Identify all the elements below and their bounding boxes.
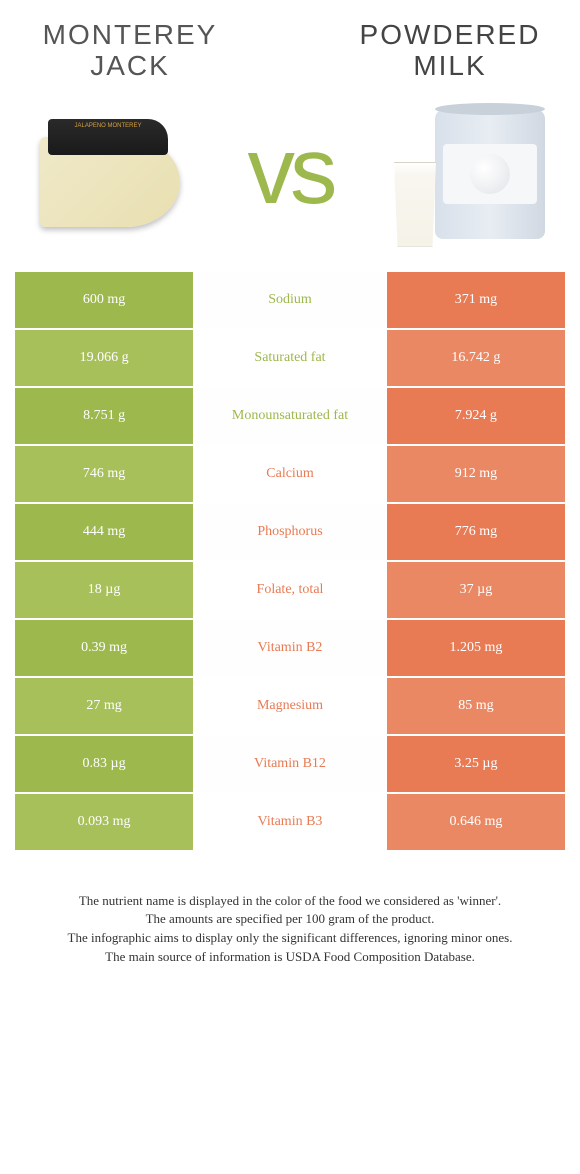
footer-line: The main source of information is USDA F… xyxy=(30,948,550,967)
nutrient-value-left: 18 µg xyxy=(15,562,193,618)
nutrient-value-right: 3.25 µg xyxy=(387,736,565,792)
nutrient-value-left: 0.093 mg xyxy=(15,794,193,850)
food-image-left: JALAPENO MONTEREY xyxy=(35,92,195,252)
nutrient-value-right: 0.646 mg xyxy=(387,794,565,850)
images-row: JALAPENO MONTEREY vs xyxy=(10,82,570,272)
nutrient-row: 8.751 gMonounsaturated fat7.924 g xyxy=(15,388,565,444)
nutrient-value-left: 8.751 g xyxy=(15,388,193,444)
cheese-icon: JALAPENO MONTEREY xyxy=(40,117,190,227)
nutrient-value-right: 37 µg xyxy=(387,562,565,618)
nutrient-value-right: 371 mg xyxy=(387,272,565,328)
food-title-left: MONTEREY JACK xyxy=(30,20,230,82)
nutrient-value-left: 19.066 g xyxy=(15,330,193,386)
nutrient-value-left: 600 mg xyxy=(15,272,193,328)
nutrient-name: Phosphorus xyxy=(193,504,387,560)
nutrient-name: Sodium xyxy=(193,272,387,328)
nutrient-row: 444 mgPhosphorus776 mg xyxy=(15,504,565,560)
footer-line: The nutrient name is displayed in the co… xyxy=(30,892,550,911)
infographic-container: MONTEREY JACK POWDERED MILK JALAPENO MON… xyxy=(0,0,580,997)
nutrient-row: 27 mgMagnesium85 mg xyxy=(15,678,565,734)
header-titles: MONTEREY JACK POWDERED MILK xyxy=(10,10,570,82)
vs-text: vs xyxy=(248,117,333,226)
nutrient-value-right: 912 mg xyxy=(387,446,565,502)
nutrient-row: 19.066 gSaturated fat16.742 g xyxy=(15,330,565,386)
nutrient-name: Monounsaturated fat xyxy=(193,388,387,444)
food-title-right: POWDERED MILK xyxy=(350,20,550,82)
nutrient-name: Magnesium xyxy=(193,678,387,734)
nutrient-value-left: 444 mg xyxy=(15,504,193,560)
nutrient-name: Saturated fat xyxy=(193,330,387,386)
nutrient-name: Vitamin B3 xyxy=(193,794,387,850)
footer-line: The infographic aims to display only the… xyxy=(30,929,550,948)
footer-line: The amounts are specified per 100 gram o… xyxy=(30,910,550,929)
nutrient-value-right: 85 mg xyxy=(387,678,565,734)
nutrient-value-left: 27 mg xyxy=(15,678,193,734)
nutrient-row: 0.093 mgVitamin B30.646 mg xyxy=(15,794,565,850)
nutrient-value-left: 0.83 µg xyxy=(15,736,193,792)
nutrient-name: Calcium xyxy=(193,446,387,502)
nutrient-row: 600 mgSodium371 mg xyxy=(15,272,565,328)
nutrient-value-right: 776 mg xyxy=(387,504,565,560)
nutrient-name: Vitamin B2 xyxy=(193,620,387,676)
nutrient-table: 600 mgSodium371 mg19.066 gSaturated fat1… xyxy=(10,272,570,850)
footer-notes: The nutrient name is displayed in the co… xyxy=(10,852,570,977)
nutrient-row: 746 mgCalcium912 mg xyxy=(15,446,565,502)
nutrient-value-right: 1.205 mg xyxy=(387,620,565,676)
nutrient-row: 0.83 µgVitamin B123.25 µg xyxy=(15,736,565,792)
milk-icon xyxy=(385,97,545,247)
nutrient-name: Vitamin B12 xyxy=(193,736,387,792)
nutrient-row: 18 µgFolate, total37 µg xyxy=(15,562,565,618)
food-image-right xyxy=(385,92,545,252)
nutrient-name: Folate, total xyxy=(193,562,387,618)
nutrient-value-left: 746 mg xyxy=(15,446,193,502)
nutrient-value-left: 0.39 mg xyxy=(15,620,193,676)
nutrient-row: 0.39 mgVitamin B21.205 mg xyxy=(15,620,565,676)
nutrient-value-right: 7.924 g xyxy=(387,388,565,444)
nutrient-value-right: 16.742 g xyxy=(387,330,565,386)
